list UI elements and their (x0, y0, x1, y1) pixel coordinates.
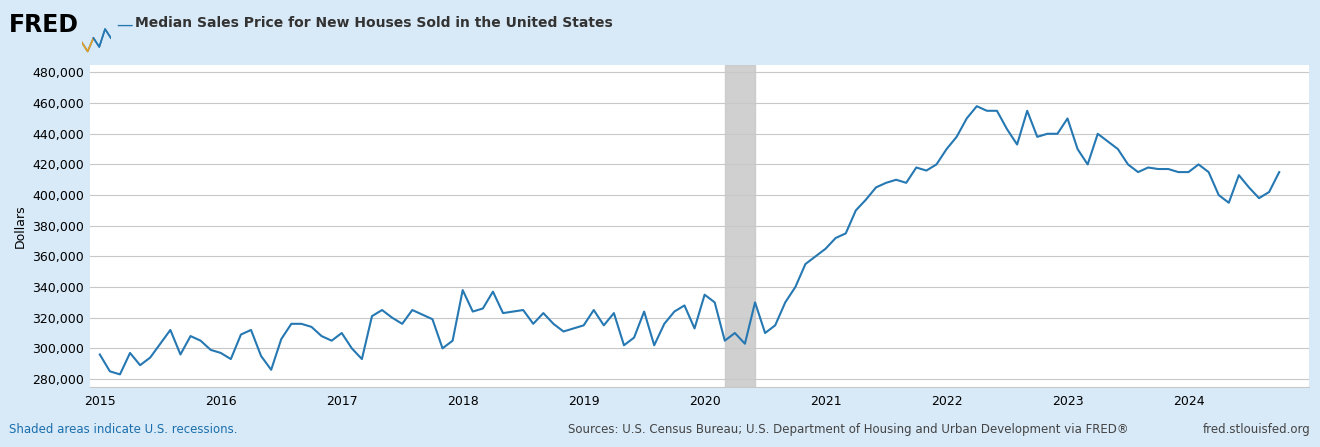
Text: —: — (116, 16, 133, 34)
Bar (725, 65, 755, 387)
Text: Sources: U.S. Census Bureau; U.S. Department of Housing and Urban Development vi: Sources: U.S. Census Bureau; U.S. Depart… (568, 423, 1129, 436)
Text: fred.stlouisfed.org: fred.stlouisfed.org (1203, 423, 1311, 436)
Text: Shaded areas indicate U.S. recessions.: Shaded areas indicate U.S. recessions. (9, 423, 238, 436)
Text: FRED: FRED (9, 13, 79, 38)
Y-axis label: Dollars: Dollars (13, 204, 26, 248)
Text: Median Sales Price for New Houses Sold in the United States: Median Sales Price for New Houses Sold i… (135, 16, 612, 30)
